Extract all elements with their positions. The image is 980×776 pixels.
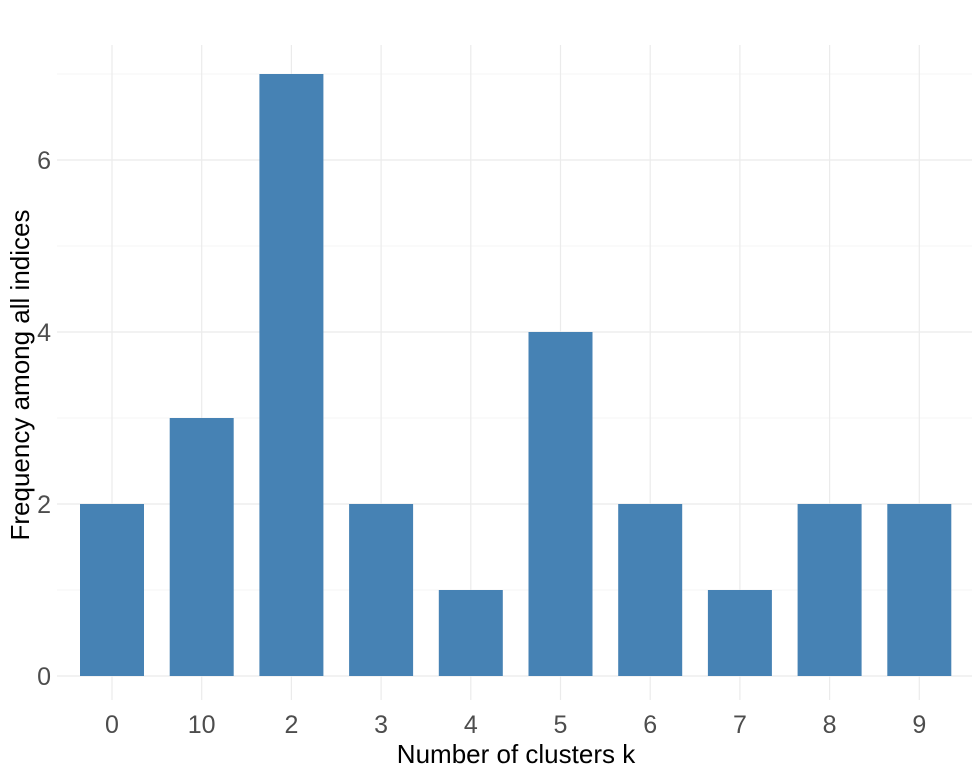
bar-2 — [259, 74, 324, 676]
bar-0 — [80, 504, 144, 676]
x-tick-label: 5 — [554, 711, 568, 739]
y-tick-label: 0 — [37, 663, 51, 691]
x-axis-ticks: 0 10 2 3 4 5 6 7 8 9 — [105, 711, 926, 739]
bar-3 — [349, 504, 414, 676]
x-tick-label: 7 — [733, 711, 747, 739]
x-tick-label: 9 — [912, 711, 926, 739]
x-axis-title: Number of clusters k — [397, 739, 636, 769]
x-tick-label: 4 — [464, 711, 478, 739]
bar-7 — [707, 590, 772, 676]
x-tick-label: 10 — [188, 711, 216, 739]
x-tick-label: 0 — [105, 711, 119, 739]
x-tick-label: 2 — [284, 711, 298, 739]
x-tick-label: 8 — [823, 711, 837, 739]
x-tick-label: 6 — [643, 711, 657, 739]
bar-6 — [618, 504, 683, 676]
y-axis-ticks: 0 2 4 6 — [37, 147, 51, 691]
bars — [80, 74, 952, 676]
y-axis-title: Frequency among all indices — [5, 210, 35, 541]
x-tick-label: 3 — [374, 711, 388, 739]
y-tick-label: 4 — [37, 319, 51, 347]
bar-8 — [797, 504, 862, 676]
bar-4 — [438, 590, 503, 676]
bar-9 — [887, 504, 952, 676]
y-tick-label: 6 — [37, 147, 51, 175]
bar-5 — [528, 332, 593, 676]
bar-10 — [169, 418, 234, 676]
y-tick-label: 2 — [37, 491, 51, 519]
